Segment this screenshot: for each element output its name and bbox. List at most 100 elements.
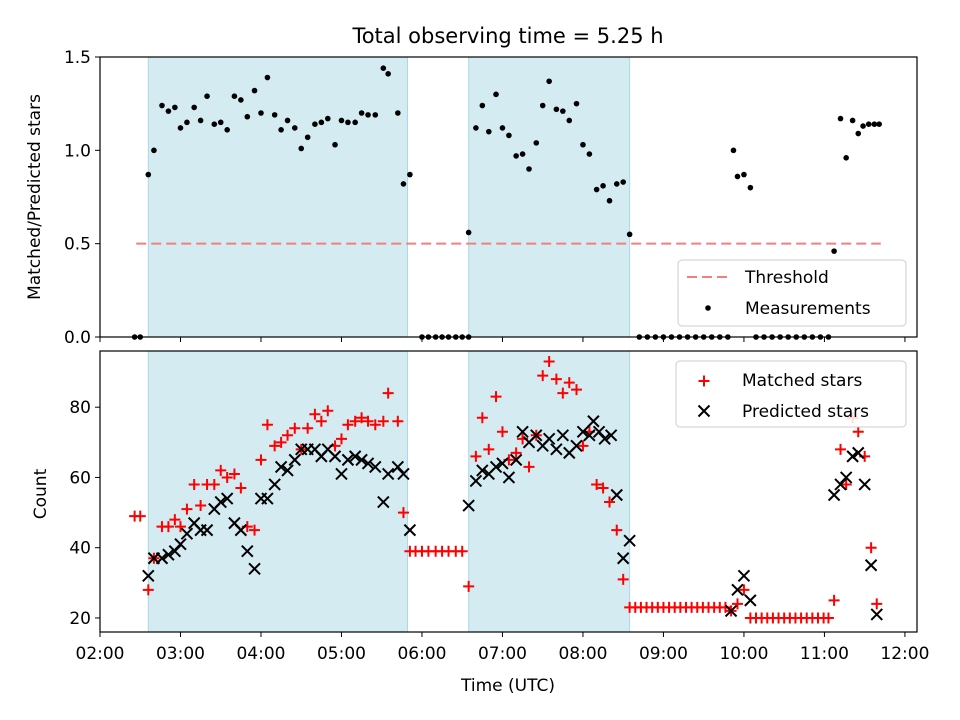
measurement-point: [600, 183, 606, 189]
measurement-point: [860, 123, 866, 129]
top-observing-windows: [147, 56, 631, 338]
matched-star-marker: [537, 370, 549, 382]
measurement-point: [159, 102, 165, 109]
measurement-point: [151, 147, 157, 154]
measurement-point: [499, 125, 506, 131]
matched-star-marker: [719, 601, 731, 613]
bottom-y-tick-label: 20: [69, 609, 91, 629]
predicted-star-marker: [142, 569, 155, 583]
predicted-star-marker: [542, 432, 556, 446]
measurement-point: [385, 71, 391, 77]
matched-star-marker: [476, 412, 488, 424]
predicted-star-marker: [852, 446, 865, 460]
measurement-point: [271, 112, 278, 118]
predicted-star-marker: [462, 499, 475, 512]
predicted-star-marker: [355, 453, 368, 467]
measurement-point: [837, 115, 844, 122]
measurement-point: [238, 97, 244, 103]
predicted-star-marker: [502, 471, 516, 484]
matched-star-marker: [342, 419, 354, 431]
measurement-point: [284, 117, 291, 124]
matched-star-marker: [134, 510, 146, 522]
predicted-star-marker: [587, 415, 600, 428]
x-tick-label: 05:00: [317, 644, 366, 664]
predicted-star-marker: [381, 467, 395, 481]
bottom-y-tick-label: 80: [69, 398, 91, 418]
measurement-point: [734, 173, 741, 180]
matched-star-marker: [269, 440, 281, 452]
matched-star-marker: [369, 419, 381, 431]
axes-layer: 02:00 03:00 04:00 05:00 06:00 07:00 08:00 09:00…: [64, 48, 929, 664]
top-y-tick-label: 1.0: [64, 141, 91, 161]
measurement-point: [519, 151, 526, 157]
chart-title: Total observing time = 5.25 h: [351, 24, 663, 48]
predicted-star-marker: [274, 460, 288, 474]
predicted-star-marker: [489, 460, 503, 474]
bottom-axes-frame: [99, 350, 918, 633]
measurement-point: [465, 229, 472, 236]
measurement-point: [197, 117, 204, 124]
measurement-point: [244, 113, 251, 120]
measurement-point: [380, 65, 387, 71]
bottom-window-0: [147, 350, 408, 633]
matched-star-marker: [335, 433, 347, 445]
matched-star-marker: [249, 524, 261, 536]
matched-star-marker: [496, 426, 508, 438]
predicted-star-marker: [341, 453, 355, 467]
top-y-tick-label: 0.0: [64, 328, 91, 348]
predicted-star-marker: [397, 467, 410, 481]
measurement-point: [217, 119, 224, 126]
predicted-star-marker: [174, 537, 187, 551]
predicted-star-marker: [516, 425, 529, 438]
legend-predicted-swatch: [697, 404, 711, 418]
predicted-star-marker: [234, 523, 248, 537]
measurement-point: [593, 186, 600, 193]
measurement-point: [172, 104, 178, 111]
measurement-point: [231, 93, 238, 99]
top-y-tick-label: 0.5: [64, 235, 91, 255]
matched-star-marker: [356, 412, 368, 424]
matched-star-marker: [208, 478, 220, 490]
matched-star-marker: [235, 482, 247, 494]
measurement-point: [395, 110, 401, 116]
measurement-point: [365, 112, 371, 118]
measurement-point: [573, 100, 580, 107]
measurement-point: [358, 110, 365, 116]
measurement-point: [400, 181, 407, 187]
measurement-point: [513, 153, 519, 159]
x-tick-label: 04:00: [236, 644, 285, 664]
matched-star-marker: [181, 503, 193, 515]
measurement-point: [298, 145, 305, 152]
measurement-point: [211, 121, 218, 127]
measurement-point: [304, 134, 311, 141]
matched-star-marker: [571, 384, 583, 396]
matched-star-marker: [255, 454, 267, 466]
predicted-star-marker: [200, 523, 214, 537]
predicted-star-marker: [737, 569, 751, 583]
measurement-point: [291, 125, 298, 131]
matched-star-marker: [611, 524, 623, 536]
measurement-point: [258, 110, 264, 116]
measurement-point: [613, 181, 620, 187]
predicted-star-marker: [214, 495, 227, 509]
measurement-point: [318, 119, 325, 126]
matched-star-marker: [577, 440, 589, 452]
matched-star-marker: [162, 521, 174, 533]
measurement-point: [871, 121, 878, 127]
top-window-1: [468, 56, 631, 338]
matched-star-marker: [302, 422, 314, 434]
measurement-point: [204, 93, 210, 99]
measurement-point: [177, 125, 184, 131]
measurement-point: [506, 132, 512, 139]
predicted-star-marker: [616, 552, 630, 565]
matched-star-marker: [397, 507, 409, 519]
predicted-star-marker: [846, 450, 859, 463]
top-axes-frame: [99, 56, 918, 338]
predicted-star-marker: [610, 488, 623, 502]
measurement-point: [843, 155, 849, 161]
predicted-star-marker: [377, 495, 390, 509]
measurement-point: [730, 147, 737, 154]
measurement-point: [580, 141, 586, 148]
